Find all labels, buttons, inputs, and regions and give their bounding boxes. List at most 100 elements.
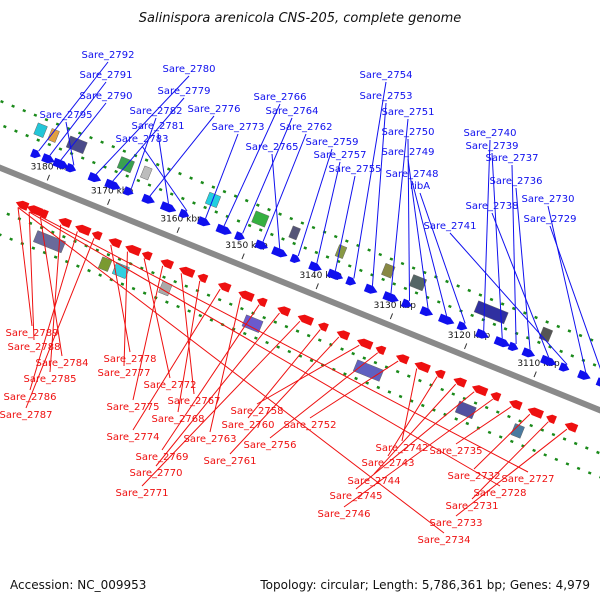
reverse-gene-arrow [108,238,123,249]
forward-feature-box [65,135,88,155]
gene-label: Sare_2778 [104,354,157,365]
gene-label: Sare_2788 [8,342,61,353]
track-border [0,99,600,345]
forward-feature-box [33,122,48,139]
accession-text: Accession: NC_009953 [10,578,147,592]
reverse-gene-arrow [75,224,92,236]
gene-label: Sare_2746 [318,509,371,520]
forward-gene-arrow [382,291,399,303]
gene-label-leader [455,406,512,445]
reverse-gene-arrow [375,345,387,356]
reverse-gene-arrow [527,407,544,419]
gene-label: Sare_2780 [163,64,216,75]
gene-label: Sare_2742 [376,443,429,454]
gene-label: Sare_2730 [522,194,575,205]
gene-label-leader [29,231,78,391]
reverse-gene-arrow [564,422,579,433]
forward-feature-box [251,210,270,228]
tick-mark [46,174,50,181]
forward-gene-arrow [595,377,600,387]
gene-label-leader [353,81,387,279]
gene-label: Sare_2774 [107,432,160,443]
gene-label: Sare_2735 [430,446,483,457]
gene-label: Sare_2766 [254,92,307,103]
reverse-gene-arrow [38,209,49,219]
gene-label: Sare_2790 [80,91,133,102]
gene-label-leader [455,428,568,517]
reverse-gene-arrow [256,297,268,308]
gene-label-leader [297,148,333,257]
map-title: Salinispora arenicola CNS-205, complete … [139,11,461,26]
gene-label: Sare_2728 [474,488,527,499]
tick-label: 3110 kbp [517,359,560,369]
gene-label-leader [229,336,340,455]
forward-gene-arrow [30,148,41,159]
gene-label: ribA [410,181,430,192]
gene-label-leader [419,192,466,324]
forward-gene-track [30,122,600,387]
gene-label: Sare_2758 [231,406,284,417]
gene-label-leader [49,224,62,373]
gene-label-leader [449,232,568,365]
gene-label-leader [177,280,201,413]
gene-label: Sare_2757 [314,150,367,161]
gene-label-leader [373,383,457,475]
genome-summary-text: Topology: circular; Length: 5,786,361 bp… [260,578,590,592]
tick-label: 3150 kbp [225,241,268,251]
forward-gene-arrow [104,178,121,190]
gene-label-leader [309,360,399,419]
reverse-gene-arrow [336,330,351,341]
track-border [0,209,600,455]
gene-label-leader [247,329,321,419]
gene-label-leader [39,216,63,357]
reverse-gene-arrow [178,266,196,278]
forward-gene-arrow [345,276,357,286]
forward-gene-arrow [178,208,190,219]
tick-label: 3160 kbp [160,215,203,225]
gene-label-leader [60,102,107,161]
gene-label: Sare_2749 [382,147,435,158]
forward-gene-arrow [87,172,102,183]
gene-label: Sare_2789 [6,328,59,339]
gene-label: Sare_2773 [212,122,265,133]
forward-feature-box [47,128,60,143]
forward-feature-box [538,326,554,343]
tick-label: 3140 kbp [299,271,342,281]
forward-feature-box [288,225,301,241]
tick-mark [533,371,537,378]
genome-axis [0,164,600,414]
forward-gene-arrow [540,354,557,366]
reverse-feature-box [32,230,66,254]
forward-gene-arrow [65,163,77,173]
gene-label: Sare_2752 [284,420,337,431]
gene-label-leader [180,273,195,395]
gene-label-leader [149,115,215,197]
forward-gene-arrow [289,253,301,263]
forward-gene-arrow [254,239,269,250]
gene-label: Sare_2754 [360,70,413,81]
gene-label-leader [161,304,260,451]
forward-gene-arrow [326,268,344,280]
gene-label-leader [28,211,35,341]
reverse-gene-arrow [160,259,175,270]
reverse-gene-arrow [357,338,374,350]
gene-label: Sare_2756 [244,440,297,451]
reverse-gene-labels: Sare_2789 Sare_2788 Sare_2784 Sare_2785 Sare… [0,207,568,546]
gene-label-leader [390,118,409,294]
gene-label: Sare_2772 [144,380,197,391]
gene-label: Sare_2748 [386,169,439,180]
reverse-gene-arrow [141,251,153,261]
gene-label-leader [205,133,239,219]
forward-gene-arrow [400,298,412,308]
forward-gene-arrow [558,362,570,372]
reverse-gene-arrow [58,217,73,229]
gene-label-leader [491,152,503,339]
gene-label: Sare_2782 [130,106,183,117]
gene-label: Sare_2740 [464,128,517,139]
gene-label: Sare_2762 [280,122,333,133]
forward-gene-arrow [438,313,455,325]
gene-label: Sare_2760 [222,420,275,431]
forward-gene-arrow [234,231,245,241]
gene-label-leader [223,103,281,227]
gene-label-leader [547,205,587,373]
